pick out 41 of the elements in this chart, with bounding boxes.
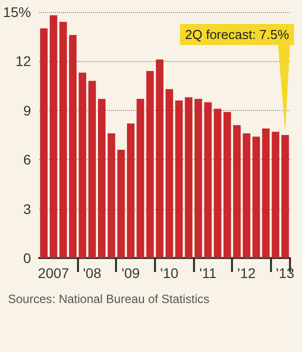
bar xyxy=(59,22,67,258)
y-tick-label: 15% xyxy=(2,4,32,20)
bar xyxy=(78,72,86,258)
bar xyxy=(262,128,270,258)
bar xyxy=(117,150,125,258)
bar xyxy=(204,102,212,258)
bar xyxy=(252,136,260,258)
bar xyxy=(126,124,134,258)
bar xyxy=(98,98,106,258)
x-tick-label: '08 xyxy=(82,265,102,281)
bar xyxy=(194,98,202,258)
x-tick-label: 2007 xyxy=(38,265,70,281)
bar xyxy=(136,98,144,258)
y-tick-label: 3 xyxy=(23,200,32,217)
bar xyxy=(69,34,77,258)
bar xyxy=(88,80,96,258)
x-tick-label: '10 xyxy=(160,265,179,281)
annotation: 2Q forecast: 7.5% xyxy=(180,24,294,45)
bar xyxy=(50,15,58,258)
x-tick-label: '11 xyxy=(199,265,217,281)
bar xyxy=(40,28,48,258)
bar xyxy=(281,135,289,258)
y-tick-label: 6 xyxy=(23,152,32,168)
x-tick-label: '13 xyxy=(276,265,295,281)
bar xyxy=(146,71,154,258)
bar xyxy=(166,89,174,258)
bar xyxy=(214,108,222,258)
y-tick-label: 0 xyxy=(23,250,32,266)
bar xyxy=(184,97,192,258)
x-tick-label: '09 xyxy=(122,265,140,281)
bar xyxy=(242,133,250,258)
y-tick-label: 12 xyxy=(15,53,32,70)
bar xyxy=(108,133,116,258)
bar xyxy=(233,125,241,258)
x-tick-label: '12 xyxy=(237,265,256,281)
bar xyxy=(175,100,183,258)
bar xyxy=(156,60,164,258)
y-tick-label: 9 xyxy=(23,102,32,118)
bar xyxy=(223,112,232,258)
source-note: Sources: National Bureau of Statistics xyxy=(8,292,210,306)
bar xyxy=(272,132,280,258)
